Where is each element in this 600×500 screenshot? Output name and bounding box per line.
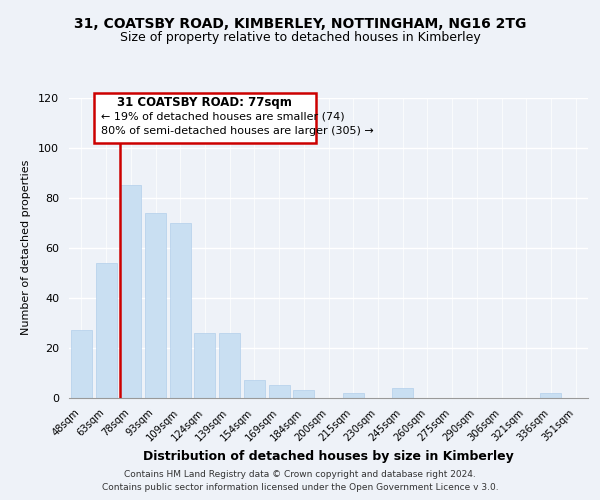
Text: Contains HM Land Registry data © Crown copyright and database right 2024.: Contains HM Land Registry data © Crown c… (124, 470, 476, 479)
Bar (95, 262, 116, 398)
Text: 31 COATSBY ROAD: 77sqm: 31 COATSBY ROAD: 77sqm (118, 96, 292, 110)
X-axis label: Distribution of detached houses by size in Kimberley: Distribution of detached houses by size … (143, 450, 514, 463)
Text: Size of property relative to detached houses in Kimberley: Size of property relative to detached ho… (119, 31, 481, 44)
Bar (120, 185, 141, 398)
FancyBboxPatch shape (94, 92, 316, 142)
Bar (343, 392, 364, 398)
Bar (71, 330, 92, 398)
Bar (244, 380, 265, 398)
Text: 31, COATSBY ROAD, KIMBERLEY, NOTTINGHAM, NG16 2TG: 31, COATSBY ROAD, KIMBERLEY, NOTTINGHAM,… (74, 18, 526, 32)
Bar (219, 332, 240, 398)
Bar (293, 390, 314, 398)
Text: ← 19% of detached houses are smaller (74): ← 19% of detached houses are smaller (74… (101, 112, 345, 122)
Bar (145, 212, 166, 398)
Text: Contains public sector information licensed under the Open Government Licence v : Contains public sector information licen… (101, 484, 499, 492)
Text: 80% of semi-detached houses are larger (305) →: 80% of semi-detached houses are larger (… (101, 126, 374, 136)
Y-axis label: Number of detached properties: Number of detached properties (21, 160, 31, 335)
Bar (541, 392, 562, 398)
Bar (392, 388, 413, 398)
Bar (170, 222, 191, 398)
Bar (194, 332, 215, 398)
Bar (269, 385, 290, 398)
